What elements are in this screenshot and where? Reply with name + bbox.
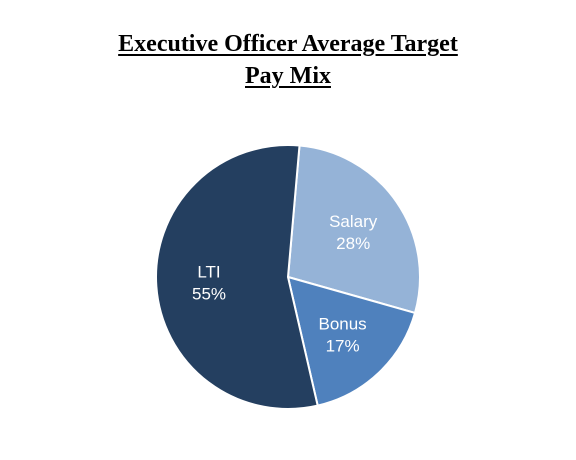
pie-slice-bonus: [287, 276, 417, 407]
chart-title: Executive Officer Average Target Pay Mix: [0, 28, 576, 92]
chart-title-line-1: Executive Officer Average Target: [118, 31, 458, 57]
slice-label-bonus: Bonus: [318, 314, 366, 333]
slice-label-lti: LTI: [197, 263, 220, 282]
slice-label-salary: Salary: [329, 212, 378, 231]
slice-value-salary: 28%: [336, 234, 370, 253]
pie-slice-lti: [155, 144, 319, 410]
chart-title-line-2: Pay Mix: [245, 63, 331, 89]
slice-value-bonus: 17%: [326, 336, 360, 355]
pie-slice-salary: [287, 144, 421, 314]
slice-value-lti: 55%: [192, 285, 226, 304]
